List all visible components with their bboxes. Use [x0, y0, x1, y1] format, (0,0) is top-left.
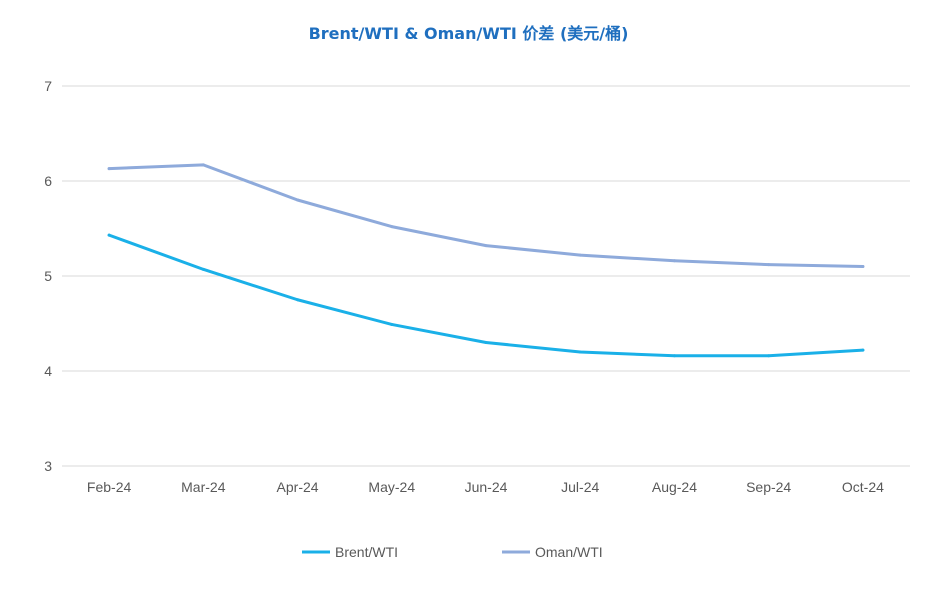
data-point: [578, 253, 582, 257]
y-tick-label: 5: [44, 268, 52, 284]
y-axis: 3 4 5 6 7: [44, 78, 52, 474]
data-point: [107, 233, 111, 237]
x-tick-label: Apr-24: [277, 479, 319, 495]
x-tick-label: Jun-24: [465, 479, 508, 495]
data-point: [107, 167, 111, 171]
data-point: [390, 322, 394, 326]
data-point: [861, 348, 865, 352]
data-point: [201, 163, 205, 167]
data-point: [578, 350, 582, 354]
data-point: [296, 298, 300, 302]
data-point: [296, 198, 300, 202]
series-layer: [107, 163, 865, 358]
data-point: [861, 265, 865, 268]
data-point: [767, 263, 771, 267]
x-tick-label: Sep-24: [746, 479, 791, 495]
grid-layer: [62, 85, 910, 467]
x-tick-label: May-24: [368, 479, 415, 495]
x-tick-label: Jul-24: [561, 479, 599, 495]
x-axis: Feb-24 Mar-24 Apr-24 May-24 Jun-24 Jul-24 Aug-…: [87, 479, 884, 495]
data-point: [484, 244, 488, 248]
data-point: [484, 341, 488, 344]
series-line-oman-wti: [107, 163, 865, 268]
y-tick-label: 7: [44, 78, 52, 94]
data-point: [201, 267, 205, 271]
x-tick-label: Aug-24: [652, 479, 697, 495]
x-tick-label: Feb-24: [87, 479, 132, 495]
series-line-brent-wti: [107, 233, 865, 358]
y-tick-label: 3: [44, 458, 52, 474]
data-point: [767, 354, 771, 358]
legend-label: Oman/WTI: [535, 544, 603, 560]
x-tick-label: Mar-24: [181, 479, 226, 495]
data-point: [390, 225, 394, 229]
data-point: [672, 354, 676, 358]
y-tick-label: 4: [44, 363, 52, 379]
data-point: [672, 259, 676, 263]
x-tick-label: Oct-24: [842, 479, 884, 495]
chart-title: Brent/WTI & Oman/WTI 价差 (美元/桶): [308, 24, 629, 43]
legend-label: Brent/WTI: [335, 544, 398, 560]
y-tick-label: 6: [44, 173, 52, 189]
legend: Brent/WTI Oman/WTI: [302, 544, 603, 560]
